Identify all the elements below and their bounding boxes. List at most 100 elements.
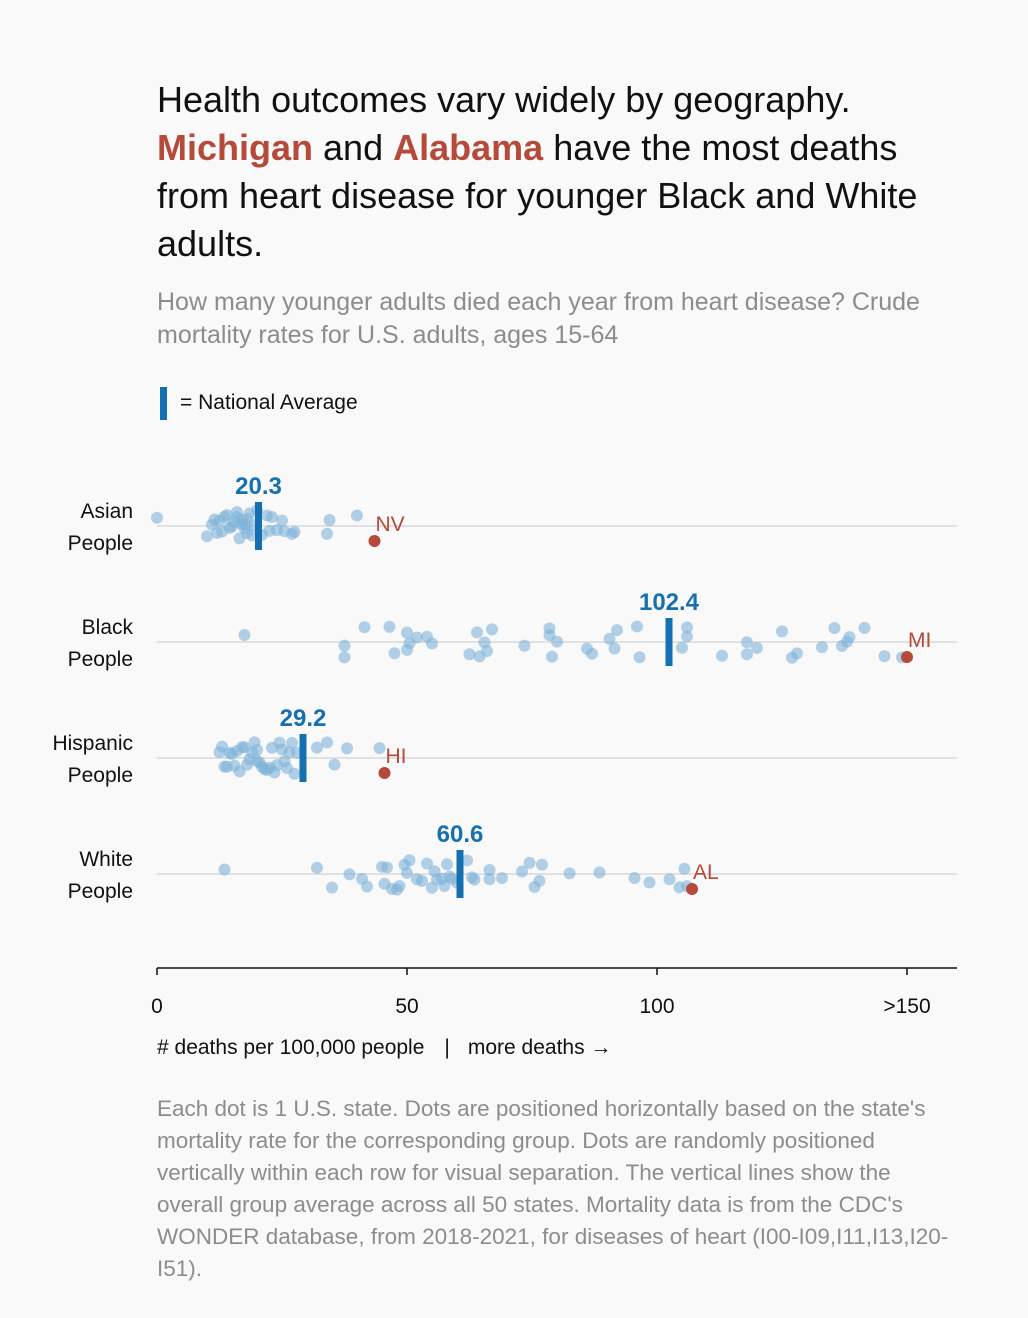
state-dot [543, 622, 556, 635]
state-dot [633, 651, 646, 664]
state-dot [351, 509, 363, 522]
highlight-state-dot [901, 651, 913, 663]
national-average-swatch [160, 386, 167, 420]
state-dot [266, 511, 278, 524]
national-average-line [299, 734, 307, 782]
state-dot [238, 629, 251, 642]
row-label: People [68, 880, 133, 903]
state-dot [288, 767, 301, 780]
highlight-state-dot [686, 883, 698, 895]
highlight-state-label: NV [376, 513, 405, 536]
state-dot [343, 868, 356, 881]
state-dot [483, 873, 496, 886]
state-dot [361, 880, 373, 893]
title-highlight-alabama: Alabama [393, 127, 544, 168]
state-dot [311, 741, 323, 754]
highlight-state-dot [378, 767, 391, 779]
state-dot [383, 620, 396, 633]
state-dot [611, 624, 623, 637]
average-label: 29.2 [280, 705, 327, 732]
state-dot [816, 641, 828, 654]
row-label: People [68, 648, 133, 671]
strip-plot: Asian People 20.3 NV Black People 102.4 MI Hispa… [52, 473, 957, 1018]
chart-subtitle: How many younger adults died each year f… [157, 288, 920, 349]
state-dot [608, 642, 621, 655]
state-dot [678, 862, 691, 875]
axis-note-separator: | [444, 1036, 450, 1059]
state-dot [276, 514, 288, 527]
state-dot [631, 620, 643, 633]
state-dot [441, 858, 453, 871]
state-dot [523, 856, 536, 869]
state-dot [218, 863, 231, 876]
state-dot [751, 641, 763, 654]
state-dot [516, 865, 528, 878]
state-dot [251, 743, 263, 756]
state-dot [461, 854, 473, 867]
title-highlight-michigan: Michigan [157, 127, 314, 168]
state-dot [311, 861, 323, 874]
chart-title: Health outcomes vary widely by geography… [157, 76, 977, 268]
x-axis-label: # deaths per 100,000 people [157, 1036, 425, 1059]
row-label: People [68, 764, 133, 787]
state-dot [358, 621, 371, 634]
state-dot [416, 874, 428, 887]
highlight-state-dot [368, 535, 381, 547]
state-dot [323, 513, 336, 526]
state-dot [321, 527, 333, 540]
title-line-2: have the most deaths from heart disease … [157, 127, 918, 264]
x-tick-label: 100 [639, 995, 674, 1018]
state-dot [403, 854, 416, 867]
state-dot [496, 872, 508, 885]
legend-label: = National Average [180, 391, 358, 414]
state-dot [328, 758, 341, 771]
row-label: Black [82, 616, 134, 639]
state-dot [393, 880, 406, 893]
x-tick-label: 0 [151, 995, 163, 1018]
highlight-state-label: MI [908, 629, 931, 652]
state-dot [741, 648, 753, 661]
state-dot [468, 873, 481, 886]
legend: = National Average [160, 386, 358, 420]
state-dot [828, 621, 841, 634]
state-dot [341, 742, 353, 755]
state-dot [603, 632, 616, 645]
state-dot [463, 648, 476, 661]
state-dot [486, 623, 498, 636]
state-dot [593, 866, 606, 879]
average-label: 60.6 [437, 821, 484, 848]
state-dot [151, 511, 163, 524]
state-dot [221, 508, 233, 521]
state-dot [681, 621, 693, 634]
state-dot [471, 626, 483, 639]
state-dot [518, 639, 531, 652]
highlight-state-label: HI [386, 745, 407, 768]
state-dot [438, 879, 451, 892]
state-dot [676, 641, 688, 654]
state-dot [401, 626, 413, 639]
axis-note: # deaths per 100,000 people | more deaths … [157, 1036, 611, 1060]
state-dot [791, 647, 803, 660]
title-line-1: Health outcomes vary widely by geography… [157, 79, 851, 120]
title-and: and [323, 127, 384, 168]
national-average-line [255, 502, 262, 550]
x-tick-label: 50 [395, 995, 418, 1018]
state-dot [411, 631, 423, 644]
state-dot [288, 525, 301, 538]
state-dot [321, 736, 333, 749]
state-dot [741, 636, 753, 649]
state-dot [401, 866, 413, 879]
row-label: White [79, 848, 133, 871]
footnote: Each dot is 1 U.S. state. Dots are posit… [157, 1096, 949, 1281]
state-dot [546, 650, 558, 663]
average-label: 20.3 [235, 473, 282, 500]
state-dot [563, 867, 576, 880]
state-dot [381, 861, 393, 874]
state-dot [716, 649, 728, 662]
average-label: 102.4 [639, 589, 700, 616]
state-dot [628, 872, 641, 885]
state-dot [201, 530, 213, 543]
state-dot [533, 874, 546, 887]
state-dot [843, 631, 856, 644]
state-dot [421, 857, 433, 870]
